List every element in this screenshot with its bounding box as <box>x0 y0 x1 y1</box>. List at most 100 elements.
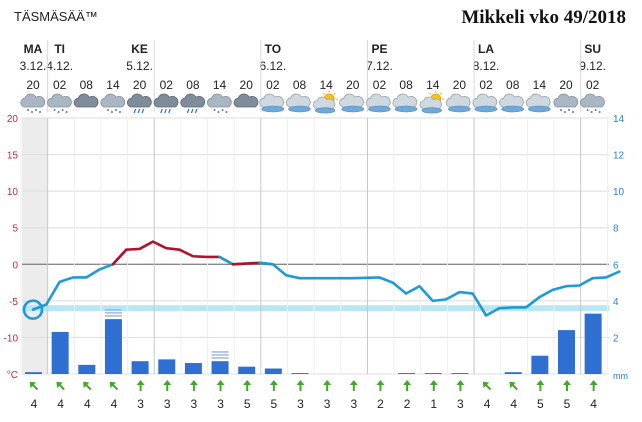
arrow-shape <box>456 380 465 391</box>
arrow-head <box>296 380 305 385</box>
sun-ray <box>322 92 325 95</box>
cloud-shape <box>285 93 311 113</box>
snow-flake <box>35 109 37 111</box>
arrow-head <box>403 380 412 385</box>
cloud-shape <box>100 93 126 108</box>
snow-flake <box>572 111 574 113</box>
precip-bar <box>238 366 256 374</box>
wind-arrow-icon <box>509 381 518 391</box>
wind-arrow-icon <box>29 381 39 391</box>
rain-drop <box>137 108 141 114</box>
temperature-tick: -5 <box>9 297 18 308</box>
arrow-head <box>349 380 358 385</box>
hour-label: 14 <box>319 78 333 92</box>
wind-speed: 3 <box>137 397 144 411</box>
wind-arrow-icon <box>482 381 492 391</box>
snow-flake <box>57 111 60 113</box>
partly-sunny-icon <box>419 90 445 114</box>
cloud-shape <box>233 93 259 108</box>
day-name-ti: TI <box>54 42 65 56</box>
past-shade <box>22 118 48 374</box>
partly-sunny-icon <box>312 90 338 114</box>
arrow-head <box>136 380 145 385</box>
cloud-shape <box>472 93 498 113</box>
cloud-shape <box>153 93 179 108</box>
overcast-icon <box>365 93 391 113</box>
hour-label: 02 <box>160 78 174 92</box>
arrow-head <box>429 380 438 385</box>
day-name-ke: KE <box>131 42 148 56</box>
wind-speed: 2 <box>404 397 411 411</box>
overcast-icon <box>445 93 471 113</box>
hour-label: 08 <box>80 78 94 92</box>
precip-tick: 8 <box>613 224 619 235</box>
snow-flake <box>217 111 220 113</box>
cloud-icon <box>73 93 99 108</box>
arrow-shape <box>269 380 278 391</box>
precip-bar <box>424 373 442 374</box>
hour-label: 14 <box>213 78 227 92</box>
precip-bar <box>51 331 69 374</box>
arrow-shape <box>589 380 598 391</box>
sun-ray <box>333 92 336 95</box>
precip-bar <box>451 373 469 374</box>
cloud-shape <box>47 93 72 108</box>
cloud-snow-icon <box>47 93 72 113</box>
hour-label: 14 <box>426 78 440 92</box>
arrow-shape <box>109 381 119 391</box>
page-title: Mikkeli vko 49/2018 <box>461 7 626 28</box>
wind-arrow-icon <box>323 380 332 391</box>
arrow-head <box>509 381 516 389</box>
snow-flake <box>590 111 593 113</box>
arrow-shape <box>349 380 358 391</box>
sun-ray <box>439 92 443 95</box>
rain-drop <box>133 108 137 114</box>
cloud-rain-icon <box>153 93 179 114</box>
rain-drop <box>186 108 190 114</box>
precip-bar <box>131 361 149 374</box>
rain-drop <box>160 108 163 114</box>
hour-label: 08 <box>293 78 307 92</box>
cloud-rain-icon <box>180 93 206 114</box>
arrow-shape <box>136 380 145 391</box>
cloud-shape <box>206 93 232 108</box>
snow-flake <box>31 111 33 113</box>
arrow-shape <box>83 381 92 391</box>
snow-cap <box>211 351 229 353</box>
wind-arrow-icon <box>563 380 571 391</box>
overcast-icon <box>259 93 285 113</box>
cloud-snow-icon <box>553 93 579 113</box>
overcast-icon <box>339 93 365 113</box>
snow-flake <box>221 109 224 111</box>
wind-speed: 4 <box>111 397 118 411</box>
cloud-snow-icon <box>580 93 605 113</box>
snow-flake <box>114 109 117 111</box>
cloud-shape <box>392 93 418 113</box>
arrow-head <box>482 381 490 389</box>
hour-label: 02 <box>266 78 280 92</box>
arrow-shape <box>189 380 198 391</box>
cloud-shape <box>365 93 391 113</box>
wind-arrow-icon <box>269 380 278 391</box>
arrow-head <box>536 380 545 385</box>
arrow-head <box>589 380 598 385</box>
hour-label: 14 <box>106 78 120 92</box>
wind-speed: 5 <box>564 397 571 411</box>
brand-logo: TÄSMÄSÄÄ™ <box>14 9 98 24</box>
cloud-shape <box>126 93 152 108</box>
precip-bar <box>291 373 309 374</box>
day-name-pe: PE <box>371 42 387 56</box>
snow-flake <box>564 111 566 113</box>
wind-arrow-icon <box>456 380 465 391</box>
wind-speed: 1 <box>430 397 437 411</box>
wind-speed: 3 <box>217 397 224 411</box>
cloud-snow-icon <box>206 93 232 113</box>
hour-label: 08 <box>186 78 200 92</box>
wind-arrow-icon <box>429 380 438 391</box>
wind-arrow-icon <box>589 380 598 391</box>
arrow-head <box>456 380 465 385</box>
arrow-head <box>216 380 225 385</box>
precip-bar <box>504 372 522 374</box>
day-name-to: TO <box>265 42 281 56</box>
day-date: 9.12. <box>579 59 606 73</box>
